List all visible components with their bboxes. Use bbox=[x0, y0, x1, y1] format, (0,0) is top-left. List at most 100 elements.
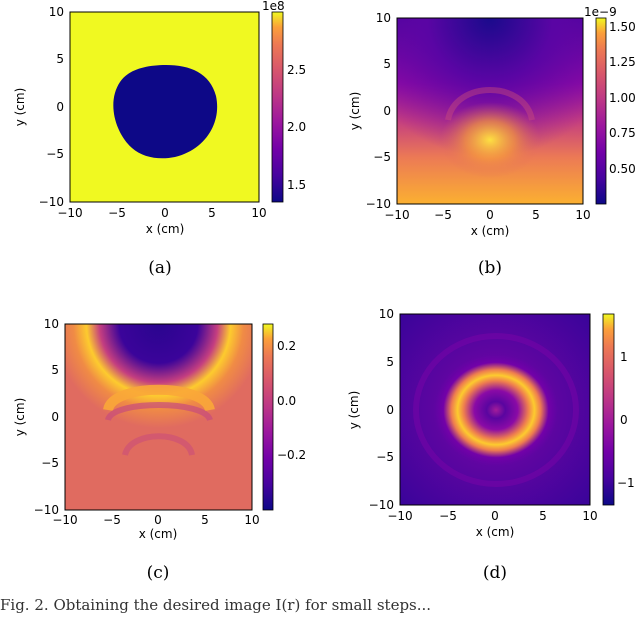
y-tick: 0 bbox=[56, 100, 64, 114]
y-tick: −10 bbox=[34, 503, 59, 517]
panel-b-bright-spot bbox=[440, 102, 540, 178]
colorbar-tick: 1.25 bbox=[609, 55, 636, 69]
y-tick: −10 bbox=[369, 498, 394, 512]
panel-c-arch bbox=[65, 324, 252, 510]
panel-a: −10 −5 0 5 10 x (cm) 10 5 0 −5 −10 y (cm… bbox=[13, 0, 306, 278]
y-axis-label: y (cm) bbox=[13, 398, 27, 437]
y-tick: 10 bbox=[44, 317, 59, 331]
panel-a-disc bbox=[113, 65, 218, 159]
colorbar-tick: 0.2 bbox=[277, 339, 296, 353]
colorbar-tick: 0.75 bbox=[609, 126, 636, 140]
y-axis-label: y (cm) bbox=[347, 391, 361, 430]
y-tick: 10 bbox=[379, 307, 394, 321]
x-tick: 0 bbox=[161, 206, 169, 220]
y-tick: −5 bbox=[373, 150, 391, 164]
panel-a-colorbar: 1e8 1.5 2.0 2.5 bbox=[262, 0, 306, 203]
x-tick: 0 bbox=[486, 208, 494, 222]
colorbar-tick: 0 bbox=[620, 413, 628, 427]
x-axis-label: x (cm) bbox=[146, 222, 185, 236]
panel-a-frame bbox=[69, 11, 260, 203]
panel-b-label: (b) bbox=[478, 258, 502, 278]
x-tick: 5 bbox=[532, 208, 540, 222]
panel-c-dark-band bbox=[105, 402, 213, 422]
x-tick: −5 bbox=[108, 206, 126, 220]
y-tick: 10 bbox=[49, 5, 64, 19]
colorbar-tick: 0.50 bbox=[609, 162, 636, 176]
colorbar-tick: 1 bbox=[620, 350, 628, 364]
y-tick: −5 bbox=[46, 147, 64, 161]
x-tick: 0 bbox=[154, 513, 162, 527]
x-tick: −5 bbox=[434, 208, 452, 222]
panel-b-yaxis: 10 5 0 −5 −10 y (cm) bbox=[348, 11, 391, 211]
x-tick: −10 bbox=[52, 513, 77, 527]
x-tick: −10 bbox=[57, 206, 82, 220]
colorbar-tick: 1.50 bbox=[609, 20, 636, 34]
colorbar-exponent: 1e8 bbox=[262, 0, 285, 13]
panel-c-inner-arc bbox=[122, 433, 195, 457]
x-tick: 10 bbox=[251, 206, 266, 220]
colorbar-tick: 0.0 bbox=[277, 394, 296, 408]
y-tick: 10 bbox=[376, 11, 391, 25]
panel-d-outer-halo bbox=[413, 333, 579, 487]
panel-c-label: (c) bbox=[147, 563, 170, 583]
figure-caption-prefix: Fig. 2. bbox=[0, 596, 49, 614]
panel-a-yaxis: 10 5 0 −5 −10 y (cm) bbox=[13, 5, 64, 209]
y-tick: −10 bbox=[366, 197, 391, 211]
colorbar-exponent: 1e−9 bbox=[584, 5, 617, 19]
panel-c-frame bbox=[64, 323, 253, 511]
y-tick: −5 bbox=[41, 456, 59, 470]
y-tick: 5 bbox=[386, 355, 394, 369]
panel-c: −10 −5 0 5 10 x (cm) 10 5 0 −5 −10 y (cm… bbox=[13, 317, 306, 583]
panel-b-xaxis: −10 −5 0 5 10 x (cm) bbox=[384, 208, 590, 238]
panel-d: −10 −5 0 5 10 x (cm) 10 5 0 −5 −10 y (cm… bbox=[347, 307, 635, 583]
y-tick: 5 bbox=[56, 52, 64, 66]
x-tick: −10 bbox=[384, 208, 409, 222]
x-tick: 5 bbox=[539, 509, 547, 523]
panel-d-yaxis: 10 5 0 −5 −10 y (cm) bbox=[347, 307, 394, 512]
x-axis-label: x (cm) bbox=[139, 527, 178, 541]
colorbar-tick: 2.5 bbox=[287, 63, 306, 77]
colorbar bbox=[262, 323, 274, 511]
panel-b-colorbar: 1e−9 0.50 0.75 1.00 1.25 1.50 bbox=[584, 5, 636, 205]
colorbar-tick: 1.5 bbox=[287, 178, 306, 192]
y-tick: 0 bbox=[386, 403, 394, 417]
panel-d-xaxis: −10 −5 0 5 10 x (cm) bbox=[387, 509, 597, 539]
y-tick: 0 bbox=[383, 104, 391, 118]
panel-b: −10 −5 0 5 10 x (cm) 10 5 0 −5 −10 y (cm… bbox=[348, 5, 636, 278]
x-tick: −5 bbox=[439, 509, 457, 523]
panel-c-colorbar: −0.2 0.0 0.2 bbox=[262, 323, 306, 511]
x-tick: −5 bbox=[103, 513, 121, 527]
panel-b-frame bbox=[396, 17, 584, 205]
panel-c-yaxis: 10 5 0 −5 −10 y (cm) bbox=[13, 317, 59, 517]
y-tick: 5 bbox=[51, 363, 59, 377]
x-tick: 0 bbox=[491, 509, 499, 523]
x-tick: 5 bbox=[208, 206, 216, 220]
panel-a-xaxis: −10 −5 0 5 10 x (cm) bbox=[57, 206, 266, 236]
panel-d-frame bbox=[399, 313, 591, 506]
colorbar bbox=[595, 17, 607, 205]
y-tick: 0 bbox=[51, 410, 59, 424]
x-axis-label: x (cm) bbox=[476, 525, 515, 539]
y-tick: −5 bbox=[376, 450, 394, 464]
x-tick: −10 bbox=[387, 509, 412, 523]
y-axis-label: y (cm) bbox=[348, 92, 362, 131]
x-tick: 5 bbox=[201, 513, 209, 527]
panel-d-label: (d) bbox=[483, 563, 507, 583]
panel-b-arc bbox=[445, 87, 535, 121]
colorbar-tick: −1 bbox=[617, 476, 635, 490]
colorbar bbox=[271, 11, 284, 203]
y-tick: 5 bbox=[383, 57, 391, 71]
panel-c-xaxis: −10 −5 0 5 10 x (cm) bbox=[52, 513, 259, 541]
panel-d-ring bbox=[434, 354, 558, 466]
colorbar-tick: 2.0 bbox=[287, 120, 306, 134]
panel-a-label: (a) bbox=[148, 258, 171, 278]
figure-caption: Fig. 2. Obtaining the desired image I(r)… bbox=[0, 596, 431, 614]
x-tick: 10 bbox=[575, 208, 590, 222]
x-axis-label: x (cm) bbox=[471, 224, 510, 238]
y-axis-label: y (cm) bbox=[13, 88, 27, 127]
x-tick: 10 bbox=[582, 509, 597, 523]
panel-d-colorbar: −1 0 1 bbox=[602, 313, 635, 506]
panel-c-bright-band bbox=[103, 384, 215, 413]
x-tick: 10 bbox=[244, 513, 259, 527]
